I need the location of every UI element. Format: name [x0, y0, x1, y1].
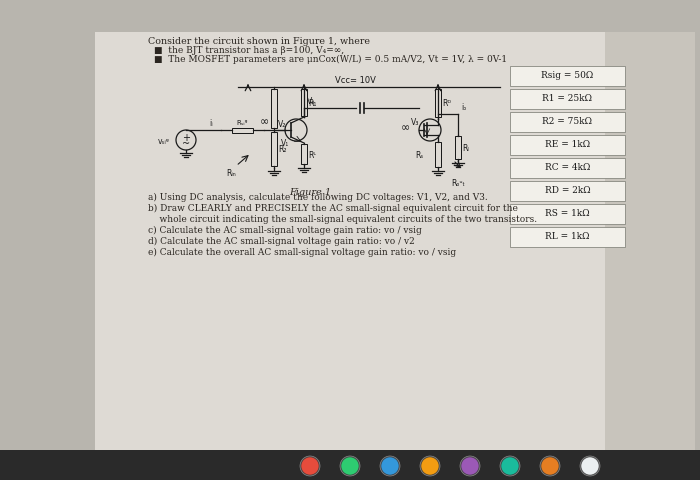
Text: a) Using DC analysis, calculate the following DC voltages: V1, V2, and V3.: a) Using DC analysis, calculate the foll… [148, 192, 488, 202]
Text: iₒ: iₒ [461, 103, 466, 112]
FancyBboxPatch shape [95, 33, 605, 452]
FancyBboxPatch shape [510, 181, 625, 202]
Circle shape [380, 456, 400, 476]
Text: Rᵢₙ: Rᵢₙ [226, 168, 236, 178]
Circle shape [541, 457, 559, 475]
Text: ■  The MOSFET parameters are μnCox(W/L) = 0.5 mA/V2, Vt = 1V, λ = 0V-1: ■ The MOSFET parameters are μnCox(W/L) =… [154, 55, 507, 64]
Text: ~: ~ [182, 139, 190, 149]
Circle shape [301, 457, 319, 475]
Text: V₃: V₃ [411, 118, 419, 127]
Text: Rₛᵢᵍ: Rₛᵢᵍ [237, 120, 248, 126]
Text: iᵢ: iᵢ [209, 119, 213, 128]
Circle shape [581, 457, 599, 475]
Text: R2 = 75kΩ: R2 = 75kΩ [542, 117, 592, 126]
Text: RC = 4kΩ: RC = 4kΩ [545, 163, 590, 172]
Text: +: + [182, 133, 190, 143]
Text: Rₛ: Rₛ [416, 151, 424, 160]
Bar [301, 145, 307, 165]
Text: ∞: ∞ [260, 117, 269, 127]
Text: V₁: V₁ [281, 139, 289, 148]
Text: c) Calculate the AC small-signal voltage gain ratio: vo / vsig: c) Calculate the AC small-signal voltage… [148, 226, 421, 235]
Text: Consider the circuit shown in Figure 1, where: Consider the circuit shown in Figure 1, … [148, 37, 370, 46]
Text: Rᴸ: Rᴸ [308, 150, 316, 159]
Text: Figure 1: Figure 1 [289, 188, 331, 197]
Bar [271, 90, 277, 129]
Text: d) Calculate the AC small-signal voltage gain ratio: vo / v2: d) Calculate the AC small-signal voltage… [148, 237, 414, 246]
Text: vₛᵢᵍ: vₛᵢᵍ [158, 136, 170, 145]
Circle shape [500, 456, 520, 476]
Text: Rₗ: Rₗ [462, 144, 469, 153]
Circle shape [420, 456, 440, 476]
FancyBboxPatch shape [510, 67, 625, 87]
Circle shape [300, 456, 320, 476]
Text: V₂: V₂ [278, 120, 286, 129]
Text: e) Calculate the overall AC small-signal voltage gain ratio: vo / vsig: e) Calculate the overall AC small-signal… [148, 248, 456, 257]
Text: Rᴰ: Rᴰ [442, 99, 451, 108]
Text: whole circuit indicating the small-signal equivalent circuits of the two transis: whole circuit indicating the small-signa… [148, 215, 537, 224]
Circle shape [461, 457, 479, 475]
FancyBboxPatch shape [510, 90, 625, 110]
Circle shape [460, 456, 480, 476]
FancyBboxPatch shape [510, 228, 625, 248]
Text: ■  the BJT transistor has a β=100, V₄=∞,: ■ the BJT transistor has a β=100, V₄=∞, [154, 46, 344, 55]
Text: RD = 2kΩ: RD = 2kΩ [545, 186, 590, 194]
Text: Vₐ: Vₐ [307, 97, 315, 106]
Bar [301, 89, 307, 116]
FancyBboxPatch shape [510, 136, 625, 156]
Text: Rsig = 50Ω: Rsig = 50Ω [541, 71, 594, 80]
Text: ∞: ∞ [400, 123, 410, 133]
Circle shape [580, 456, 600, 476]
Text: Rₒᵘₜ: Rₒᵘₜ [451, 179, 465, 188]
Circle shape [540, 456, 560, 476]
FancyBboxPatch shape [510, 159, 625, 179]
Text: RS = 1kΩ: RS = 1kΩ [545, 209, 590, 217]
Text: R₁: R₁ [308, 98, 316, 107]
Text: b) Draw CLEARLY and PRECISELY the AC small-signal equivalent circuit for the: b) Draw CLEARLY and PRECISELY the AC sma… [148, 204, 518, 213]
Bar [435, 89, 441, 118]
Circle shape [501, 457, 519, 475]
Text: RL = 1kΩ: RL = 1kΩ [545, 231, 589, 240]
Text: RE = 1kΩ: RE = 1kΩ [545, 140, 590, 149]
Circle shape [340, 456, 360, 476]
Circle shape [341, 457, 359, 475]
FancyBboxPatch shape [0, 450, 700, 480]
Text: R1 = 25kΩ: R1 = 25kΩ [542, 94, 592, 103]
Bar [271, 132, 277, 167]
Bar [232, 128, 253, 133]
Circle shape [421, 457, 439, 475]
Bar [455, 137, 461, 159]
FancyBboxPatch shape [510, 204, 625, 225]
Circle shape [381, 457, 399, 475]
Text: Vcc= 10V: Vcc= 10V [335, 76, 375, 85]
FancyBboxPatch shape [510, 113, 625, 133]
Text: R₂: R₂ [278, 145, 286, 154]
Bar [435, 143, 441, 168]
FancyBboxPatch shape [605, 33, 695, 452]
